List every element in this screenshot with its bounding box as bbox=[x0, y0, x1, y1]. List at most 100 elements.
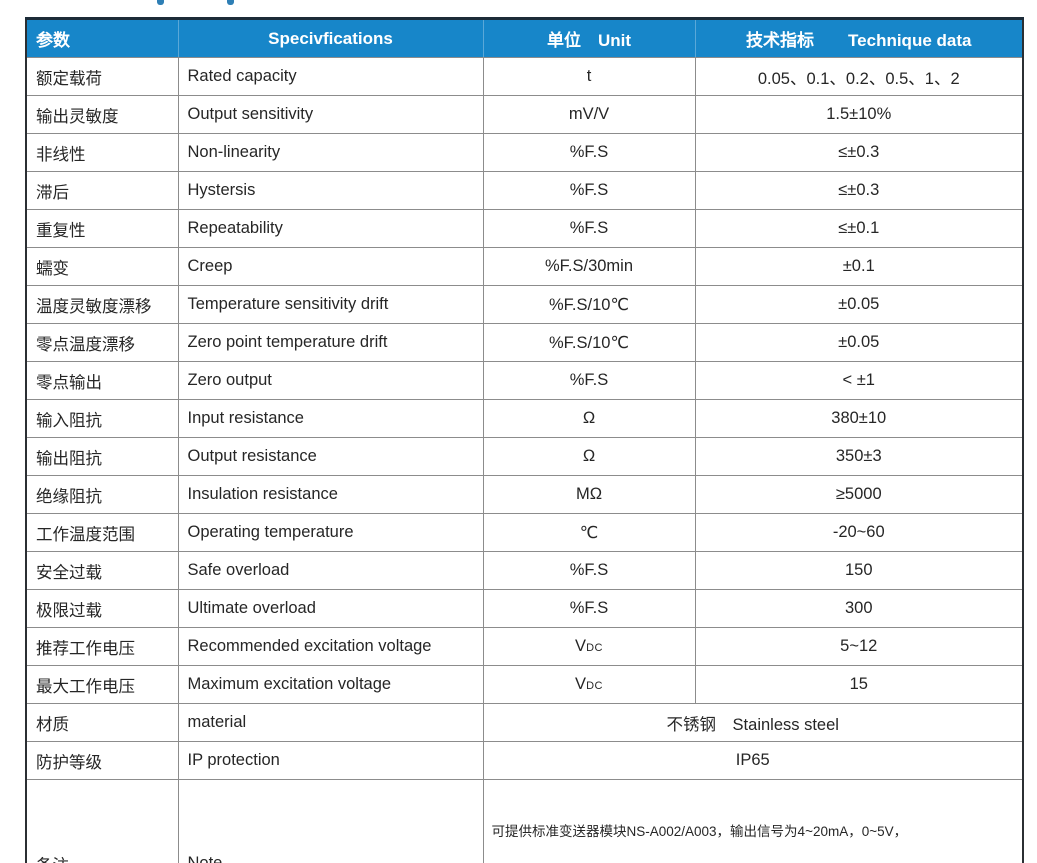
unit-cell: %F.S bbox=[482, 209, 696, 248]
merged-value-cell: IP65 bbox=[482, 741, 1024, 780]
unit-cell: %F.S bbox=[482, 361, 696, 400]
table-row: 非线性 Non-linearity %F.S ≤±0.3 bbox=[25, 133, 1024, 172]
param-cn-cell: 非线性 bbox=[25, 133, 179, 172]
unit-cell: mV/V bbox=[482, 95, 696, 134]
table-row: 重复性 Repeatability %F.S ≤±0.1 bbox=[25, 209, 1024, 248]
unit-cell: %F.S/10℃ bbox=[482, 285, 696, 324]
param-cn-cell: 零点输出 bbox=[25, 361, 179, 400]
table-row: 推荐工作电压 Recommended excitation voltage VD… bbox=[25, 627, 1024, 666]
note-cell: 可提供标准变送器模块NS-A002/A003，输出信号为4~20mA，0~5V，… bbox=[482, 778, 1024, 863]
table-row: 零点输出 Zero output %F.S < ±1 bbox=[25, 361, 1024, 400]
table-row: 备注 Note 可提供标准变送器模块NS-A002/A003，输出信号为4~20… bbox=[25, 778, 1024, 863]
header-unit: 单位 Unit bbox=[482, 18, 695, 58]
param-cn-cell: 备注 bbox=[25, 778, 179, 863]
table-row: 零点温度漂移 Zero point temperature drift %F.S… bbox=[25, 323, 1024, 362]
value-cell: 300 bbox=[694, 589, 1024, 628]
unit-cell: Ω bbox=[482, 399, 696, 438]
header-technique-data: 技术指标 Technique data bbox=[694, 18, 1023, 58]
param-cn-cell: 滞后 bbox=[25, 171, 179, 210]
table-row: 极限过载 Ultimate overload %F.S 300 bbox=[25, 589, 1024, 628]
table-row: 安全过载 Safe overload %F.S 150 bbox=[25, 551, 1024, 590]
param-en-cell: Zero point temperature drift bbox=[177, 323, 484, 362]
table-row: 最大工作电压 Maximum excitation voltage VDC 15 bbox=[25, 665, 1024, 704]
value-cell: -20~60 bbox=[694, 513, 1024, 552]
table-row: 输入阻抗 Input resistance Ω 380±10 bbox=[25, 399, 1024, 438]
value-cell: 1.5±10% bbox=[694, 95, 1024, 134]
param-en-cell: Insulation resistance bbox=[177, 475, 484, 514]
value-cell: 150 bbox=[694, 551, 1024, 590]
value-cell: 380±10 bbox=[694, 399, 1024, 438]
unit-cell: MΩ bbox=[482, 475, 696, 514]
param-en-cell: Rated capacity bbox=[177, 57, 484, 96]
table-row: 材质 material 不锈钢 Stainless steel bbox=[25, 703, 1024, 742]
unit-cell: VDC bbox=[482, 665, 696, 704]
value-cell: < ±1 bbox=[694, 361, 1024, 400]
param-en-cell: Hystersis bbox=[177, 171, 484, 210]
param-en-cell: Recommended excitation voltage bbox=[177, 627, 484, 666]
param-en-cell: Non-linearity bbox=[177, 133, 484, 172]
param-cn-cell: 防护等级 bbox=[25, 741, 179, 780]
table-row: 蠕变 Creep %F.S/30min ±0.1 bbox=[25, 247, 1024, 286]
param-cn-cell: 极限过载 bbox=[25, 589, 179, 628]
table-row: 滞后 Hystersis %F.S ≤±0.3 bbox=[25, 171, 1024, 210]
table-row: 绝缘阻抗 Insulation resistance MΩ ≥5000 bbox=[25, 475, 1024, 514]
header-row: 参数 Specivfications 单位 Unit 技术指标 Techniqu… bbox=[26, 18, 1023, 58]
param-en-cell: Maximum excitation voltage bbox=[177, 665, 484, 704]
cropped-text-fragment bbox=[157, 0, 164, 5]
table-row: 温度灵敏度漂移 Temperature sensitivity drift %F… bbox=[25, 285, 1024, 324]
specifications-table: 参数 Specivfications 单位 Unit 技术指标 Techniqu… bbox=[25, 17, 1024, 863]
unit-cell: %F.S/30min bbox=[482, 247, 696, 286]
unit-subscript: DC bbox=[586, 642, 603, 654]
value-cell: ±0.1 bbox=[694, 247, 1024, 286]
value-cell: 0.05、0.1、0.2、0.5、1、2 bbox=[694, 57, 1024, 96]
param-cn-cell: 材质 bbox=[25, 703, 179, 742]
param-en-cell: Zero output bbox=[177, 361, 484, 400]
table-row: 输出灵敏度 Output sensitivity mV/V 1.5±10% bbox=[25, 95, 1024, 134]
param-en-cell: Output sensitivity bbox=[177, 95, 484, 134]
param-cn-cell: 额定载荷 bbox=[25, 57, 179, 96]
table-row: 防护等级 IP protection IP65 bbox=[25, 741, 1024, 780]
param-cn-cell: 最大工作电压 bbox=[25, 665, 179, 704]
unit-main: V bbox=[575, 637, 587, 655]
param-cn-cell: 推荐工作电压 bbox=[25, 627, 179, 666]
param-cn-cell: 安全过载 bbox=[25, 551, 179, 590]
unit-cell: %F.S bbox=[482, 589, 696, 628]
header-param: 参数 bbox=[26, 18, 178, 58]
param-cn-cell: 零点温度漂移 bbox=[25, 323, 179, 362]
unit-subscript: DC bbox=[586, 680, 603, 692]
param-en-cell: Safe overload bbox=[177, 551, 484, 590]
header-specifications: Specivfications bbox=[177, 18, 483, 58]
param-cn-cell: 温度灵敏度漂移 bbox=[25, 285, 179, 324]
param-en-cell: Input resistance bbox=[177, 399, 484, 438]
unit-cell: VDC bbox=[482, 627, 696, 666]
unit-cell: %F.S bbox=[482, 551, 696, 590]
param-cn-cell: 输出灵敏度 bbox=[25, 95, 179, 134]
param-en-cell: Repeatability bbox=[177, 209, 484, 248]
param-en-cell: Ultimate overload bbox=[177, 589, 484, 628]
param-en-cell: material bbox=[177, 703, 484, 742]
table-row: 额定载荷 Rated capacity t 0.05、0.1、0.2、0.5、1… bbox=[25, 57, 1024, 96]
value-cell: ≤±0.1 bbox=[694, 209, 1024, 248]
param-cn-cell: 输入阻抗 bbox=[25, 399, 179, 438]
merged-value-cell: 不锈钢 Stainless steel bbox=[482, 703, 1024, 742]
param-en-cell: Operating temperature bbox=[177, 513, 484, 552]
value-cell: ≤±0.3 bbox=[694, 171, 1024, 210]
param-en-cell: IP protection bbox=[177, 741, 484, 780]
value-cell: 5~12 bbox=[694, 627, 1024, 666]
value-cell: 15 bbox=[694, 665, 1024, 704]
unit-cell: t bbox=[482, 57, 696, 96]
value-cell: ≥5000 bbox=[694, 475, 1024, 514]
unit-cell: %F.S bbox=[482, 133, 696, 172]
note-line-1: 可提供标准变送器模块NS-A002/A003，输出信号为4~20mA，0~5V， bbox=[491, 823, 908, 839]
param-cn-cell: 输出阻抗 bbox=[25, 437, 179, 476]
table-row: 工作温度范围 Operating temperature ℃ -20~60 bbox=[25, 513, 1024, 552]
param-en-cell: Output resistance bbox=[177, 437, 484, 476]
param-cn-cell: 工作温度范围 bbox=[25, 513, 179, 552]
cropped-text-fragment bbox=[227, 0, 234, 5]
value-cell: ±0.05 bbox=[694, 285, 1024, 324]
param-en-cell: Note bbox=[177, 778, 484, 863]
unit-cell: %F.S bbox=[482, 171, 696, 210]
unit-cell: ℃ bbox=[482, 513, 696, 552]
value-cell: ±0.05 bbox=[694, 323, 1024, 362]
